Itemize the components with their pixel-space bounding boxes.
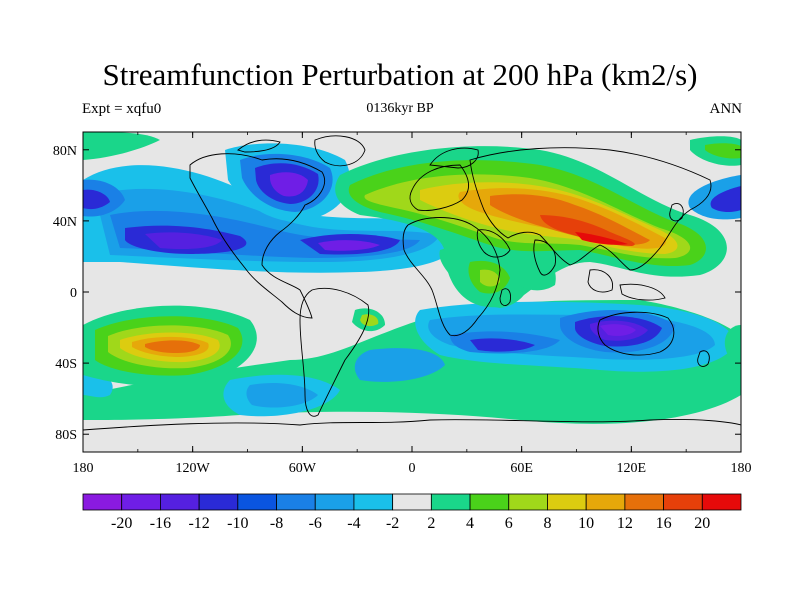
latitude-axis: 80N 40N 0 40S 80S: [53, 144, 741, 443]
lat-tick-label: 40S: [55, 357, 77, 372]
lon-tick-label: 120W: [176, 461, 211, 476]
lon-tick-label: 0: [409, 461, 416, 476]
colorbar-swatch: [198, 493, 239, 511]
colorbar-swatch: [547, 493, 587, 511]
negative-anomaly-areas: [83, 143, 741, 424]
season-label: ANN: [709, 101, 743, 117]
colorbar-label: -16: [150, 515, 171, 532]
time-label: 0136kyr BP: [366, 101, 434, 116]
colorbar-swatch: [392, 493, 432, 511]
colorbar-label: -4: [347, 515, 360, 532]
coastlines: [83, 135, 741, 431]
colorbar-label: -10: [227, 515, 248, 532]
lon-tick-label: 120E: [617, 461, 647, 476]
colorbar-label: -8: [270, 515, 283, 532]
colorbar-swatch: [314, 493, 355, 511]
colorbar-swatch: [353, 493, 394, 511]
lon-tick-label: 60E: [510, 461, 533, 476]
colorbar-label: 10: [578, 515, 594, 532]
lat-tick-label: 40N: [53, 215, 77, 230]
colorbar-swatch: [469, 493, 510, 511]
colorbar-label: 12: [617, 515, 633, 532]
lon-tick-label: 60W: [289, 461, 317, 476]
chart-title: Streamfunction Perturbation at 200 hPa (…: [102, 57, 698, 92]
colorbar-swatch: [585, 493, 626, 511]
colorbar-label: 4: [466, 515, 474, 532]
colorbar-label: -2: [386, 515, 399, 532]
colorbar-label: 2: [427, 515, 435, 532]
colorbar-swatch: [663, 493, 703, 511]
lon-tick-label: 180: [73, 461, 94, 476]
experiment-label: Expt = xqfu0: [82, 101, 162, 117]
colorbar-label: 8: [543, 515, 551, 532]
colorbar-label: 6: [505, 515, 513, 532]
colorbar-swatch: [430, 493, 471, 511]
colorbar: -20 -16 -12 -10 -8 -6 -4 -2 2 4 6 8 10 12 16 20: [82, 493, 742, 532]
colorbar-swatch: [121, 493, 161, 511]
positive-anomaly-areas: [83, 132, 741, 387]
lon-tick-label: 180: [731, 461, 752, 476]
colorbar-swatch: [276, 493, 316, 511]
colorbar-swatch: [624, 493, 664, 511]
lat-tick-label: 80N: [53, 144, 77, 159]
colorbar-swatch: [237, 493, 277, 511]
colorbar-label: -12: [188, 515, 209, 532]
colorbar-swatch: [160, 493, 200, 511]
colorbar-swatch: [508, 493, 548, 511]
colorbar-label: -20: [111, 515, 132, 532]
colorbar-label: 20: [694, 515, 710, 532]
colorbar-swatch: [82, 493, 123, 511]
colorbar-label: -6: [309, 515, 322, 532]
lat-tick-label: 0: [70, 286, 77, 301]
colorbar-swatch: [701, 493, 742, 511]
lat-tick-label: 80S: [55, 428, 77, 443]
longitude-axis: 180 120W 60W 0 60E 120E 180: [73, 132, 752, 476]
contour-field: [83, 132, 741, 452]
colorbar-label: 16: [656, 515, 672, 532]
